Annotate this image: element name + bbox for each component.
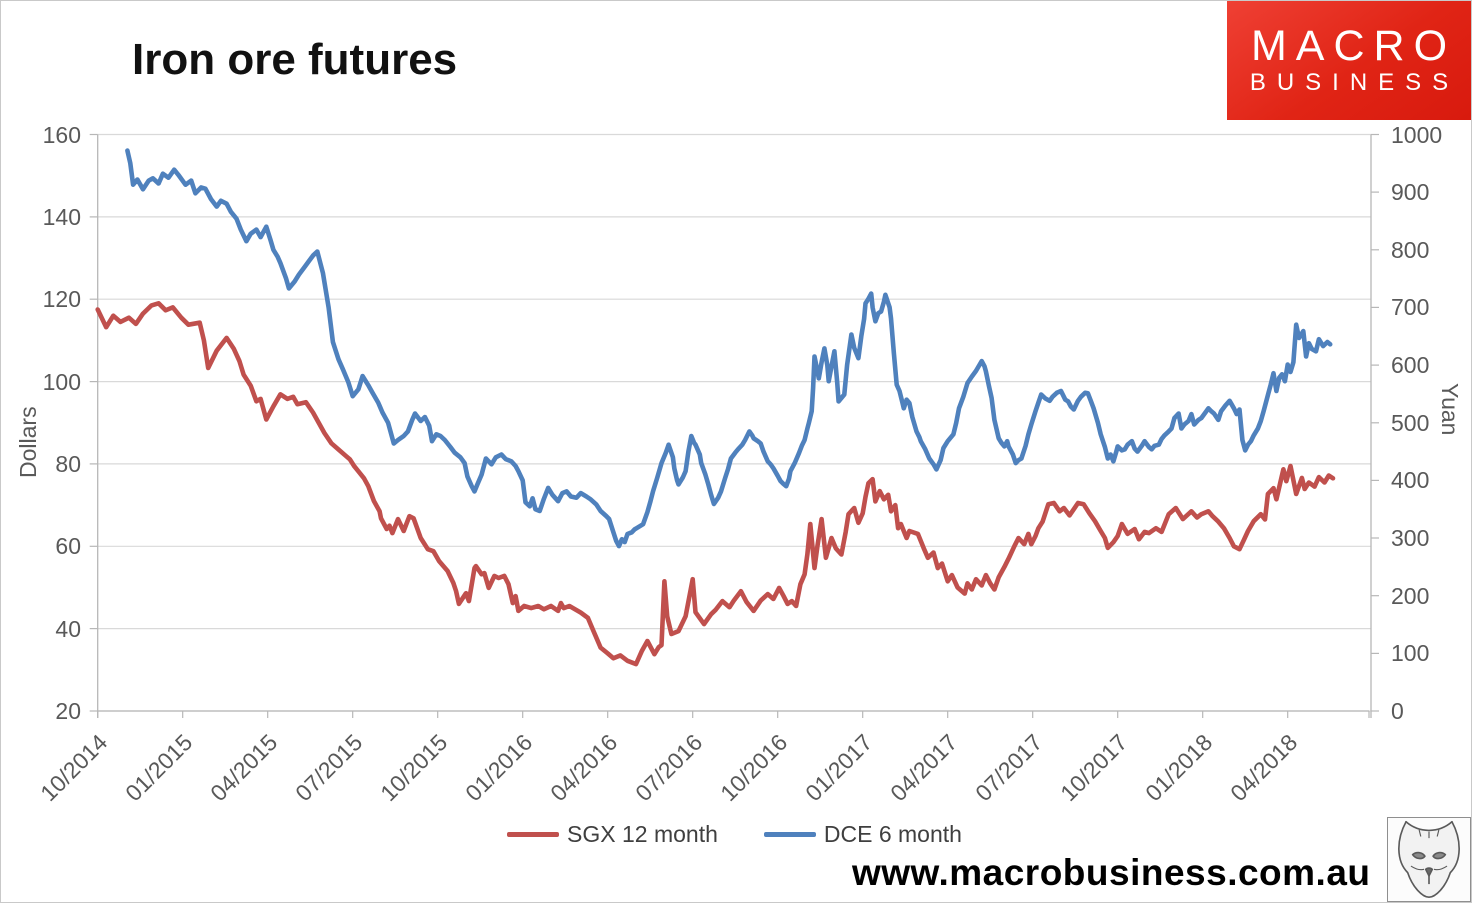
right-axis-tick-label: 600 xyxy=(1391,352,1430,379)
right-axis-tick-label: 500 xyxy=(1391,409,1430,436)
wolf-sketch-icon xyxy=(1398,820,1460,899)
right-axis-tick-label: 200 xyxy=(1391,582,1430,609)
right-axis-title: Yuan xyxy=(1437,383,1463,436)
right-axis-tick-label: 700 xyxy=(1391,294,1430,321)
right-axis-tick-label: 0 xyxy=(1391,698,1404,724)
wolf-logo-image xyxy=(1387,817,1471,902)
left-axis-tick-label: 80 xyxy=(55,450,81,477)
legend-item-dce: DCE 6 month xyxy=(763,820,962,848)
macrobusiness-logo: MACRO BUSINESS xyxy=(1227,1,1471,120)
chart-legend: SGX 12 month DCE 6 month xyxy=(98,817,1371,851)
left-axis-tick-label: 120 xyxy=(42,286,81,313)
dce-line-swatch xyxy=(763,831,816,837)
chart-title: Iron ore futures xyxy=(132,35,458,84)
left-axis-tick-label: 60 xyxy=(55,533,81,560)
right-axis-tick-label: 800 xyxy=(1391,236,1430,263)
legend-item-sgx: SGX 12 month xyxy=(507,821,718,848)
right-axis-tick-label: 300 xyxy=(1391,525,1430,552)
left-axis-title: Dollars xyxy=(15,406,41,478)
left-axis-tick-label: 160 xyxy=(42,121,81,148)
legend-label-sgx: SGX 12 month xyxy=(567,820,718,847)
footer-url: www.macrobusiness.com.au xyxy=(852,852,1371,893)
right-axis-tick-label: 900 xyxy=(1391,179,1430,206)
right-axis-tick-label: 100 xyxy=(1391,640,1430,667)
legend-label-dce: DCE 6 month xyxy=(823,820,962,847)
left-axis-tick-label: 140 xyxy=(42,203,81,230)
sgx-line-swatch xyxy=(507,831,560,837)
logo-line2: BUSINESS xyxy=(1249,68,1460,96)
right-axis-tick-label: 400 xyxy=(1391,467,1430,494)
left-axis-tick-label: 40 xyxy=(55,615,81,642)
right-axis-tick-label: 1000 xyxy=(1391,121,1443,148)
left-axis-tick-label: 20 xyxy=(55,698,81,724)
logo-line1: MACRO xyxy=(1250,21,1457,70)
left-axis-tick-label: 100 xyxy=(42,368,81,395)
